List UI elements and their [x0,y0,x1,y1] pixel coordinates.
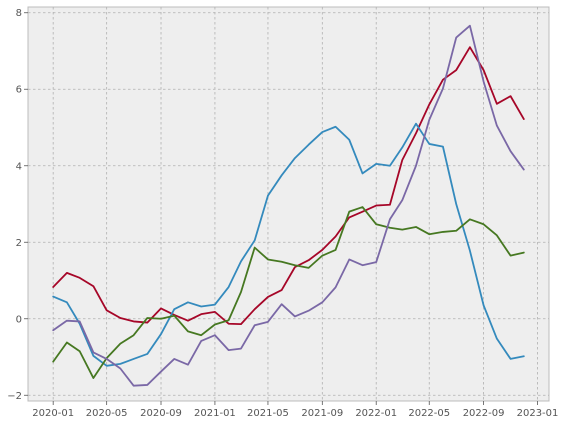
y-tick-label: 4 [16,161,22,172]
x-tick-label: 2020-05 [86,408,128,419]
x-tick-label: 2022-05 [408,408,450,419]
y-tick-label: 8 [16,8,22,19]
y-tick-label: −2 [7,391,22,402]
grid [28,7,549,401]
y-tick-label: 0 [16,314,22,325]
x-tick-label: 2020-01 [32,408,74,419]
y-tick-label: 2 [16,238,22,249]
x-tick-label: 2022-09 [463,408,505,419]
y-tick-label: 6 [16,85,22,96]
x-tick-label: 2021-09 [301,408,343,419]
x-tick-label: 2021-01 [194,408,236,419]
y-axis: −2 0 2 4 6 8 [7,8,28,402]
plot-area [27,6,550,402]
x-tick-label: 2023-01 [517,408,559,419]
x-tick-label: 2022-01 [355,408,397,419]
series-group [52,24,525,387]
series-line-2 [52,122,525,367]
series-line-3 [52,206,525,379]
x-tick-label: 2021-05 [247,408,289,419]
series-line-4 [52,24,525,387]
x-tick-label: 2020-09 [140,408,182,419]
x-axis: 2020-01 2020-05 2020-09 2021-01 2021-05 2021-… [32,401,558,419]
